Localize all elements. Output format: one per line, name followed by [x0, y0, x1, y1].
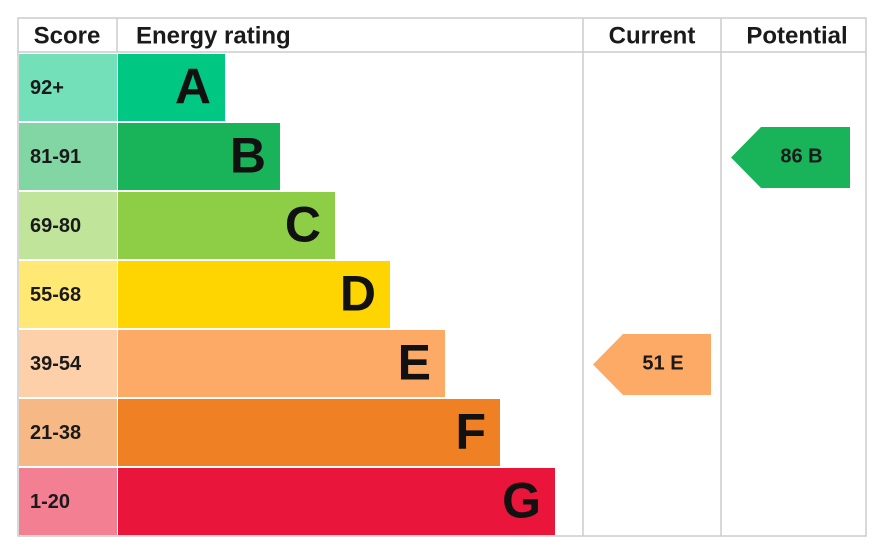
rating-letter: F [455, 404, 486, 460]
header-score: Score [34, 22, 101, 49]
score-cell [19, 123, 117, 190]
score-range: 1-20 [30, 491, 70, 513]
score-cell [19, 468, 117, 535]
score-range: 81-91 [30, 146, 81, 168]
potential-arrow [731, 127, 850, 188]
score-cell [19, 54, 117, 121]
score-range: 21-38 [30, 422, 81, 444]
rating-bar [118, 123, 280, 190]
rating-bar [118, 468, 555, 535]
potential-rating: B [808, 146, 822, 168]
potential-score: 86 [780, 146, 802, 168]
score-range: 92+ [30, 77, 64, 99]
score-cell [19, 330, 117, 397]
current-arrow [593, 334, 711, 395]
rating-letter: C [285, 197, 321, 253]
rating-bar [118, 54, 225, 121]
rating-bar [118, 261, 390, 328]
rating-bar [118, 330, 445, 397]
score-cell [19, 399, 117, 466]
score-range: 69-80 [30, 215, 81, 237]
score-range: 39-54 [30, 353, 82, 375]
score-cell [19, 192, 117, 259]
score-range: 55-68 [30, 284, 81, 306]
rating-letter: G [502, 473, 541, 529]
rating-letter: E [398, 335, 431, 391]
rating-letter: B [230, 128, 266, 184]
current-score: 51 [642, 353, 664, 375]
header-energy-rating: Energy rating [136, 22, 291, 49]
rating-bar [118, 192, 335, 259]
rating-letter: D [340, 266, 376, 322]
rating-letter: A [175, 59, 211, 115]
header-current: Current [609, 22, 696, 49]
current-rating: E [670, 353, 683, 375]
current-label: 51 E [642, 353, 683, 375]
header-potential: Potential [746, 22, 847, 49]
rating-bar [118, 399, 500, 466]
score-cell [19, 261, 117, 328]
potential-label: 86 B [780, 146, 822, 168]
